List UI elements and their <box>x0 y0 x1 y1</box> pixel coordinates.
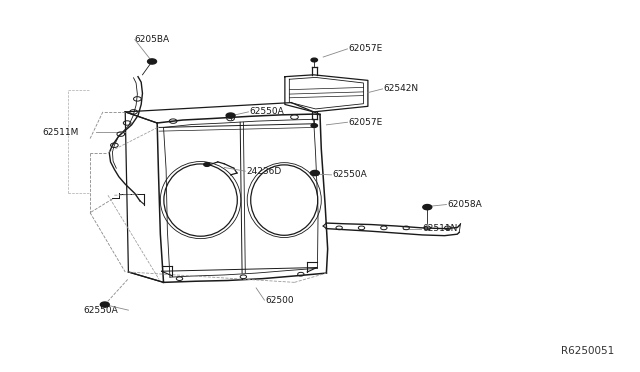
Text: 62057E: 62057E <box>349 118 383 127</box>
Circle shape <box>204 163 210 166</box>
Circle shape <box>310 170 319 176</box>
Circle shape <box>423 205 432 210</box>
Circle shape <box>226 113 235 118</box>
Text: 62550A: 62550A <box>84 306 118 315</box>
Text: 62057E: 62057E <box>349 44 383 53</box>
Text: 24236D: 24236D <box>246 167 282 176</box>
Circle shape <box>311 124 317 128</box>
Text: 62542N: 62542N <box>384 84 419 93</box>
Text: R6250051: R6250051 <box>561 346 614 356</box>
Text: 62511N: 62511N <box>422 224 458 233</box>
Circle shape <box>100 302 109 307</box>
Text: 62500: 62500 <box>266 296 294 305</box>
Text: 62550A: 62550A <box>333 170 367 179</box>
Circle shape <box>311 58 317 62</box>
Circle shape <box>148 59 157 64</box>
Text: 62511M: 62511M <box>42 128 79 137</box>
Text: 62550A: 62550A <box>250 108 285 116</box>
Text: 6205BA: 6205BA <box>135 35 170 44</box>
Text: 62058A: 62058A <box>448 200 483 209</box>
